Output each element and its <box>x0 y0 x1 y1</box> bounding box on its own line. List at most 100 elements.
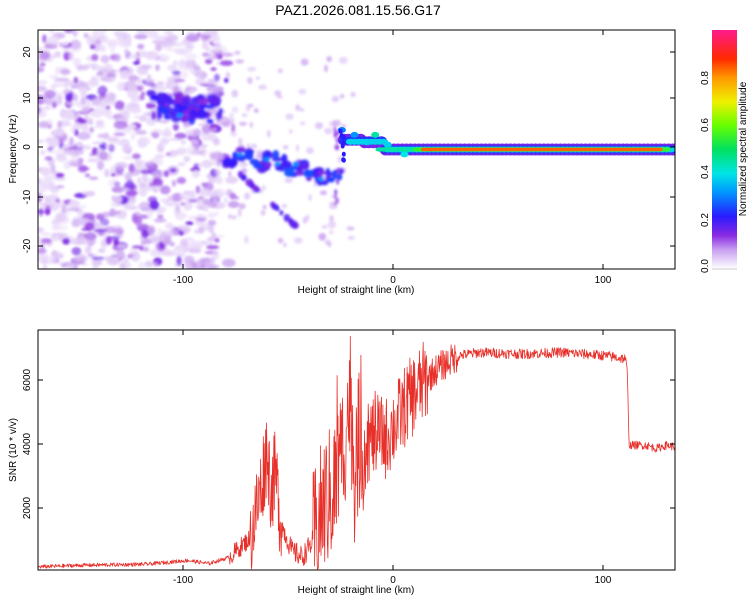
spectral-blob <box>38 85 47 92</box>
spectral-blob <box>87 239 95 247</box>
spectral-blob <box>106 256 121 266</box>
spectral-blob <box>133 216 143 226</box>
spectral-blob <box>116 81 127 92</box>
ridge-blob <box>341 157 346 163</box>
spectral-blob <box>140 169 152 175</box>
spectral-blob <box>166 98 174 106</box>
spectral-blob <box>244 192 251 200</box>
spectral-blob <box>104 168 110 178</box>
spectral-blob <box>221 258 236 268</box>
spectral-blob <box>196 80 210 84</box>
ridge-blob <box>340 143 345 149</box>
spectral-blob <box>81 227 92 231</box>
spectral-blob <box>248 181 255 189</box>
spectral-blob <box>336 178 340 185</box>
spectral-blob <box>97 85 108 96</box>
spectral-blob <box>167 195 174 201</box>
spectral-blob <box>44 184 58 191</box>
spectral-blob <box>174 244 186 252</box>
spectral-blob <box>197 144 208 148</box>
spectral-blob <box>293 162 300 167</box>
spectral-blob <box>305 214 310 221</box>
spectral-blob <box>92 30 106 38</box>
spectral-blob <box>185 145 198 156</box>
spectral-blob <box>228 170 232 177</box>
spectral-blob <box>78 218 90 223</box>
spectral-blob <box>153 218 167 223</box>
spectral-blob <box>54 51 61 55</box>
spectral-blob <box>295 104 301 112</box>
spectral-blob <box>82 262 88 267</box>
spectral-blob <box>223 157 232 167</box>
spectral-blob <box>89 153 95 157</box>
spectral-blob <box>111 186 126 193</box>
spectral-blob <box>350 91 356 98</box>
spectral-blob <box>72 94 78 101</box>
spectral-blob <box>284 177 293 183</box>
spectral-blob <box>214 238 220 243</box>
spectral-blob <box>112 228 124 235</box>
spectral-blob <box>47 146 53 152</box>
spectral-blob <box>105 39 119 46</box>
spectral-blob <box>91 97 104 106</box>
spectral-blob <box>206 190 220 196</box>
spectral-blob <box>105 105 111 111</box>
spectral-blob <box>73 148 84 155</box>
spectral-blob <box>247 103 254 108</box>
spectral-blob <box>84 232 97 241</box>
spectral-blob <box>58 138 64 145</box>
spectral-blob <box>281 203 288 209</box>
spectral-blob <box>106 91 115 102</box>
spectral-blob <box>170 150 180 156</box>
spectral-blob <box>213 52 220 60</box>
spectral-blob <box>151 110 156 121</box>
y-tick-label: 0 <box>22 144 33 150</box>
spectral-blob <box>38 166 46 172</box>
spectral-blob <box>179 58 185 67</box>
spectral-blob <box>185 263 193 269</box>
spectral-blob <box>172 123 179 131</box>
spectral-blob <box>55 173 65 178</box>
spectral-blob <box>316 170 326 175</box>
spectral-blob <box>60 69 71 75</box>
spectral-blob <box>293 223 298 229</box>
spectral-blob <box>181 71 189 79</box>
colorbar-scale <box>712 30 737 269</box>
spectral-blob <box>318 232 327 241</box>
spectral-blob <box>165 152 172 157</box>
spectral-blob <box>100 44 106 53</box>
spectral-blob <box>77 110 91 115</box>
spectral-blob <box>258 84 267 90</box>
spectral-blob <box>336 197 339 204</box>
spectral-blob <box>65 263 75 269</box>
spectral-blob <box>327 220 337 229</box>
spectral-blob <box>319 190 327 196</box>
spectral-blob <box>56 185 65 189</box>
spectral-blob <box>55 77 70 82</box>
spectral-blob <box>155 83 164 89</box>
spectral-blob <box>120 188 132 192</box>
spectral-blob <box>98 151 108 161</box>
spectral-blob <box>134 33 148 40</box>
spectral-blob <box>38 139 45 143</box>
spectral-blob <box>45 136 57 144</box>
spectrogram-panel: -100 0 100 Height of straight line (km) … <box>8 29 676 296</box>
spectral-blob <box>315 122 324 130</box>
spectral-blob <box>324 239 332 246</box>
spectral-blob <box>71 247 82 256</box>
spectral-blob <box>163 30 174 35</box>
spectral-blob <box>341 124 346 128</box>
snr-panel: -100 0 100 Height of straight line (km) … <box>8 329 676 596</box>
spectral-blob <box>38 121 50 129</box>
spectral-blob <box>247 66 257 72</box>
spectral-blob <box>70 237 79 243</box>
spectral-blob <box>284 168 295 178</box>
spectral-blob <box>120 216 127 220</box>
spectral-blob <box>197 98 210 106</box>
spectral-blob <box>39 51 51 60</box>
spectral-blob <box>213 34 221 44</box>
spectral-blob <box>114 33 127 37</box>
spectral-blob <box>146 261 152 266</box>
spectral-blob <box>91 256 105 260</box>
spectral-blob <box>84 114 90 121</box>
